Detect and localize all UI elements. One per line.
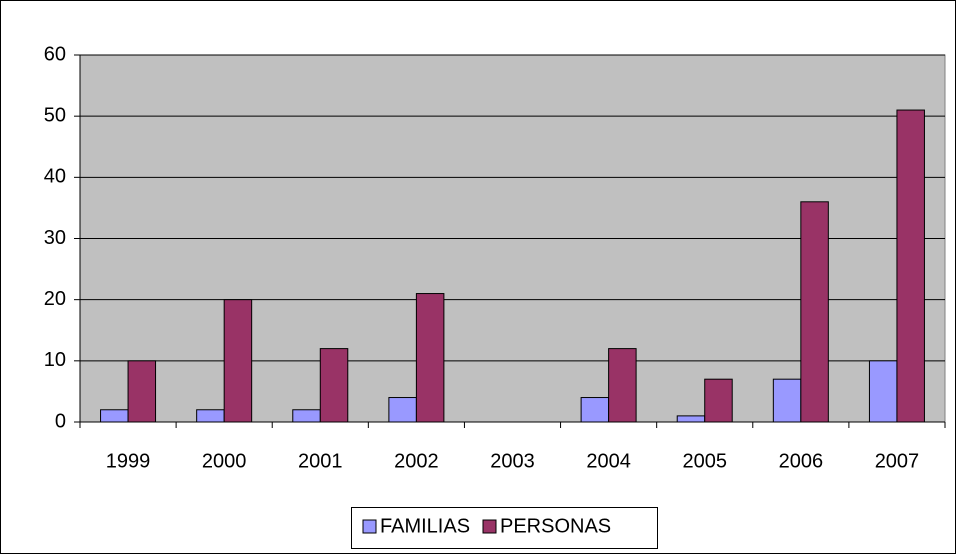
bar [196,409,225,423]
y-tick-label: 40 [44,166,66,188]
x-tick-label: 2003 [490,450,535,472]
y-tick-label: 0 [55,410,66,432]
legend-box [351,507,658,549]
y-tick-label: 20 [44,288,66,310]
bar [868,360,898,423]
bar [608,348,637,423]
bar [100,409,129,423]
x-tick-label: 2006 [779,450,824,472]
x-tick-label: 2004 [586,450,631,472]
legend-swatch [362,519,377,534]
bar [319,348,349,423]
bar [896,109,925,423]
x-tick-label: 2000 [202,450,247,472]
bar [127,360,157,423]
bar [223,299,253,423]
bar [580,397,610,423]
bar [772,378,802,423]
x-tick-label: 2005 [682,450,727,472]
legend-label: PERSONAS [500,515,611,537]
bar [415,293,445,423]
y-tick-label: 60 [44,43,66,65]
y-tick-label: 50 [44,104,66,126]
bar [800,201,829,423]
y-tick-label: 10 [44,349,66,371]
y-tick-label: 30 [44,227,66,249]
x-tick-label: 2002 [394,450,439,472]
legend-swatch [482,519,497,534]
legend-label: FAMILIAS [380,515,470,537]
x-tick-label: 2001 [298,450,343,472]
x-tick-label: 1999 [106,450,151,472]
bar [704,378,733,423]
bar [388,397,417,423]
bar [292,409,321,423]
x-tick-label: 2007 [875,450,920,472]
bar [676,415,706,423]
